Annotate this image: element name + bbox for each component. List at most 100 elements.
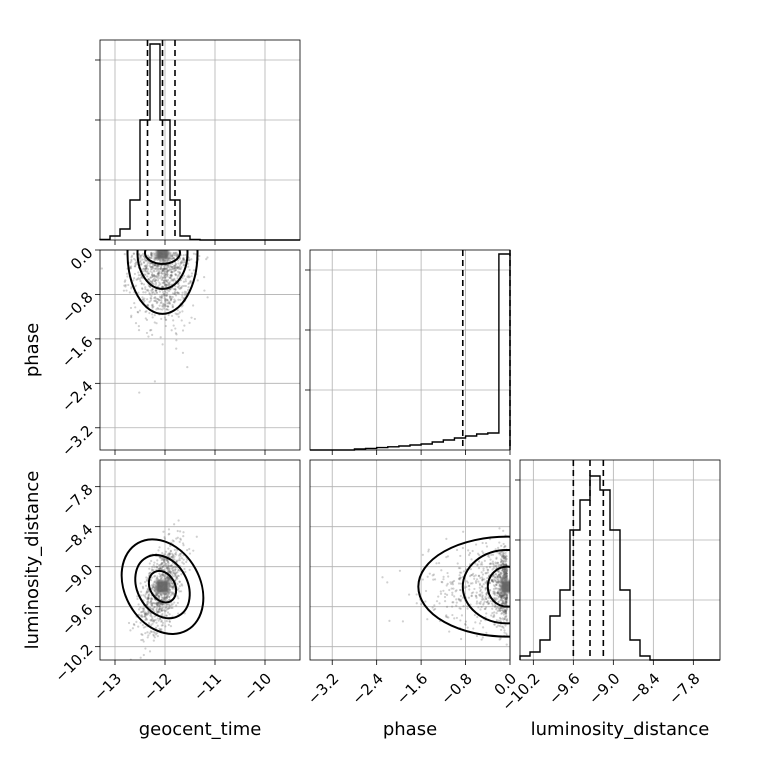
scatter-point [503,592,506,596]
scatter-point [182,562,185,565]
scatter-point [159,602,162,605]
scatter-point [170,581,173,584]
scatter-point [159,336,162,339]
scatter-point [148,292,151,295]
scatter-point [501,607,504,610]
scatter-point [182,544,185,547]
scatter-point [502,552,505,555]
scatter-point [178,590,181,593]
scatter-point [150,265,154,269]
scatter-point [492,574,495,577]
scatter-point [141,258,144,261]
scatter-point [157,277,160,280]
scatter-point [168,295,171,298]
scatter-point [180,261,184,264]
scatter-point [174,572,177,575]
scatter-point [163,269,166,272]
scatter-point [147,594,150,598]
scatter-point [166,269,169,272]
scatter-point [163,537,167,540]
scatter-point [481,598,484,601]
scatter-point [152,630,155,633]
scatter-point [159,259,162,262]
scatter-point [182,274,186,278]
scatter-point [169,270,173,273]
scatter-point [171,268,174,271]
scatter-point [502,606,505,610]
scatter-point [155,300,158,303]
scatter-point [459,576,462,579]
scatter-point [153,277,156,280]
scatter-point [187,274,190,277]
scatter-point [505,598,508,601]
scatter-point [172,252,175,255]
scatter-point [159,276,162,280]
scatter-point [182,254,185,257]
scatter-point [149,579,153,582]
scatter-point [153,580,156,583]
scatter-point [504,572,508,575]
scatter-point [161,565,164,568]
scatter-point [451,580,454,583]
scatter-point [168,591,171,594]
scatter-point [168,302,172,305]
density-block-0-1 [156,250,169,259]
scatter-point [497,600,500,603]
scatter-point [505,593,508,596]
scatter-point [501,578,504,582]
scatter-point [170,265,173,269]
scatter-point [173,572,176,575]
scatter-point [164,324,167,328]
scatter-point [170,555,173,558]
scatter-point [505,574,508,578]
scatter-point [501,625,504,628]
scatter-point [184,570,187,573]
scatter-point [160,317,163,320]
scatter-point [171,569,175,572]
scatter-point [476,564,479,567]
scatter-point [148,571,152,575]
scatter-point [499,572,503,575]
scatter-point [159,618,162,621]
scatter-point [442,578,445,581]
scatter-point [485,572,488,575]
scatter-point [132,279,135,282]
scatter-point [147,622,151,625]
scatter-point [177,312,180,315]
scatter-point [163,557,166,560]
scatter-point [505,573,508,576]
scatter-point [494,605,497,608]
scatter-point [140,638,143,642]
scatter-point [159,573,162,576]
scatter-point [158,617,162,620]
scatter-point [145,591,149,594]
scatter-point [499,597,503,600]
x-tick-label-luminosity_distance-2: −9.0 [585,670,623,708]
scatter-point [174,565,177,568]
scatter-point [434,607,437,611]
scatter-point [164,274,167,277]
scatter-point [130,258,133,261]
scatter-point [151,313,154,316]
scatter-point [158,281,161,284]
scatter-point [503,578,506,581]
scatter-point [426,618,429,621]
scatter-point [152,582,155,585]
scatter-point [144,613,148,616]
scatter-point [176,265,179,268]
scatter-point [155,566,159,569]
scatter-point [484,606,488,609]
scatter-point [139,254,142,258]
scatter-point [168,577,171,581]
scatter-point [166,270,169,273]
scatter-point [171,582,174,585]
scatter-point [146,587,149,590]
scatter-point [165,259,168,262]
scatter-point [489,589,492,592]
scatter-point [177,262,180,265]
scatter-point [498,541,501,544]
scatter-point [153,252,157,255]
scatter-point [504,592,507,595]
scatter-point [178,553,182,556]
scatter-point [497,608,500,611]
